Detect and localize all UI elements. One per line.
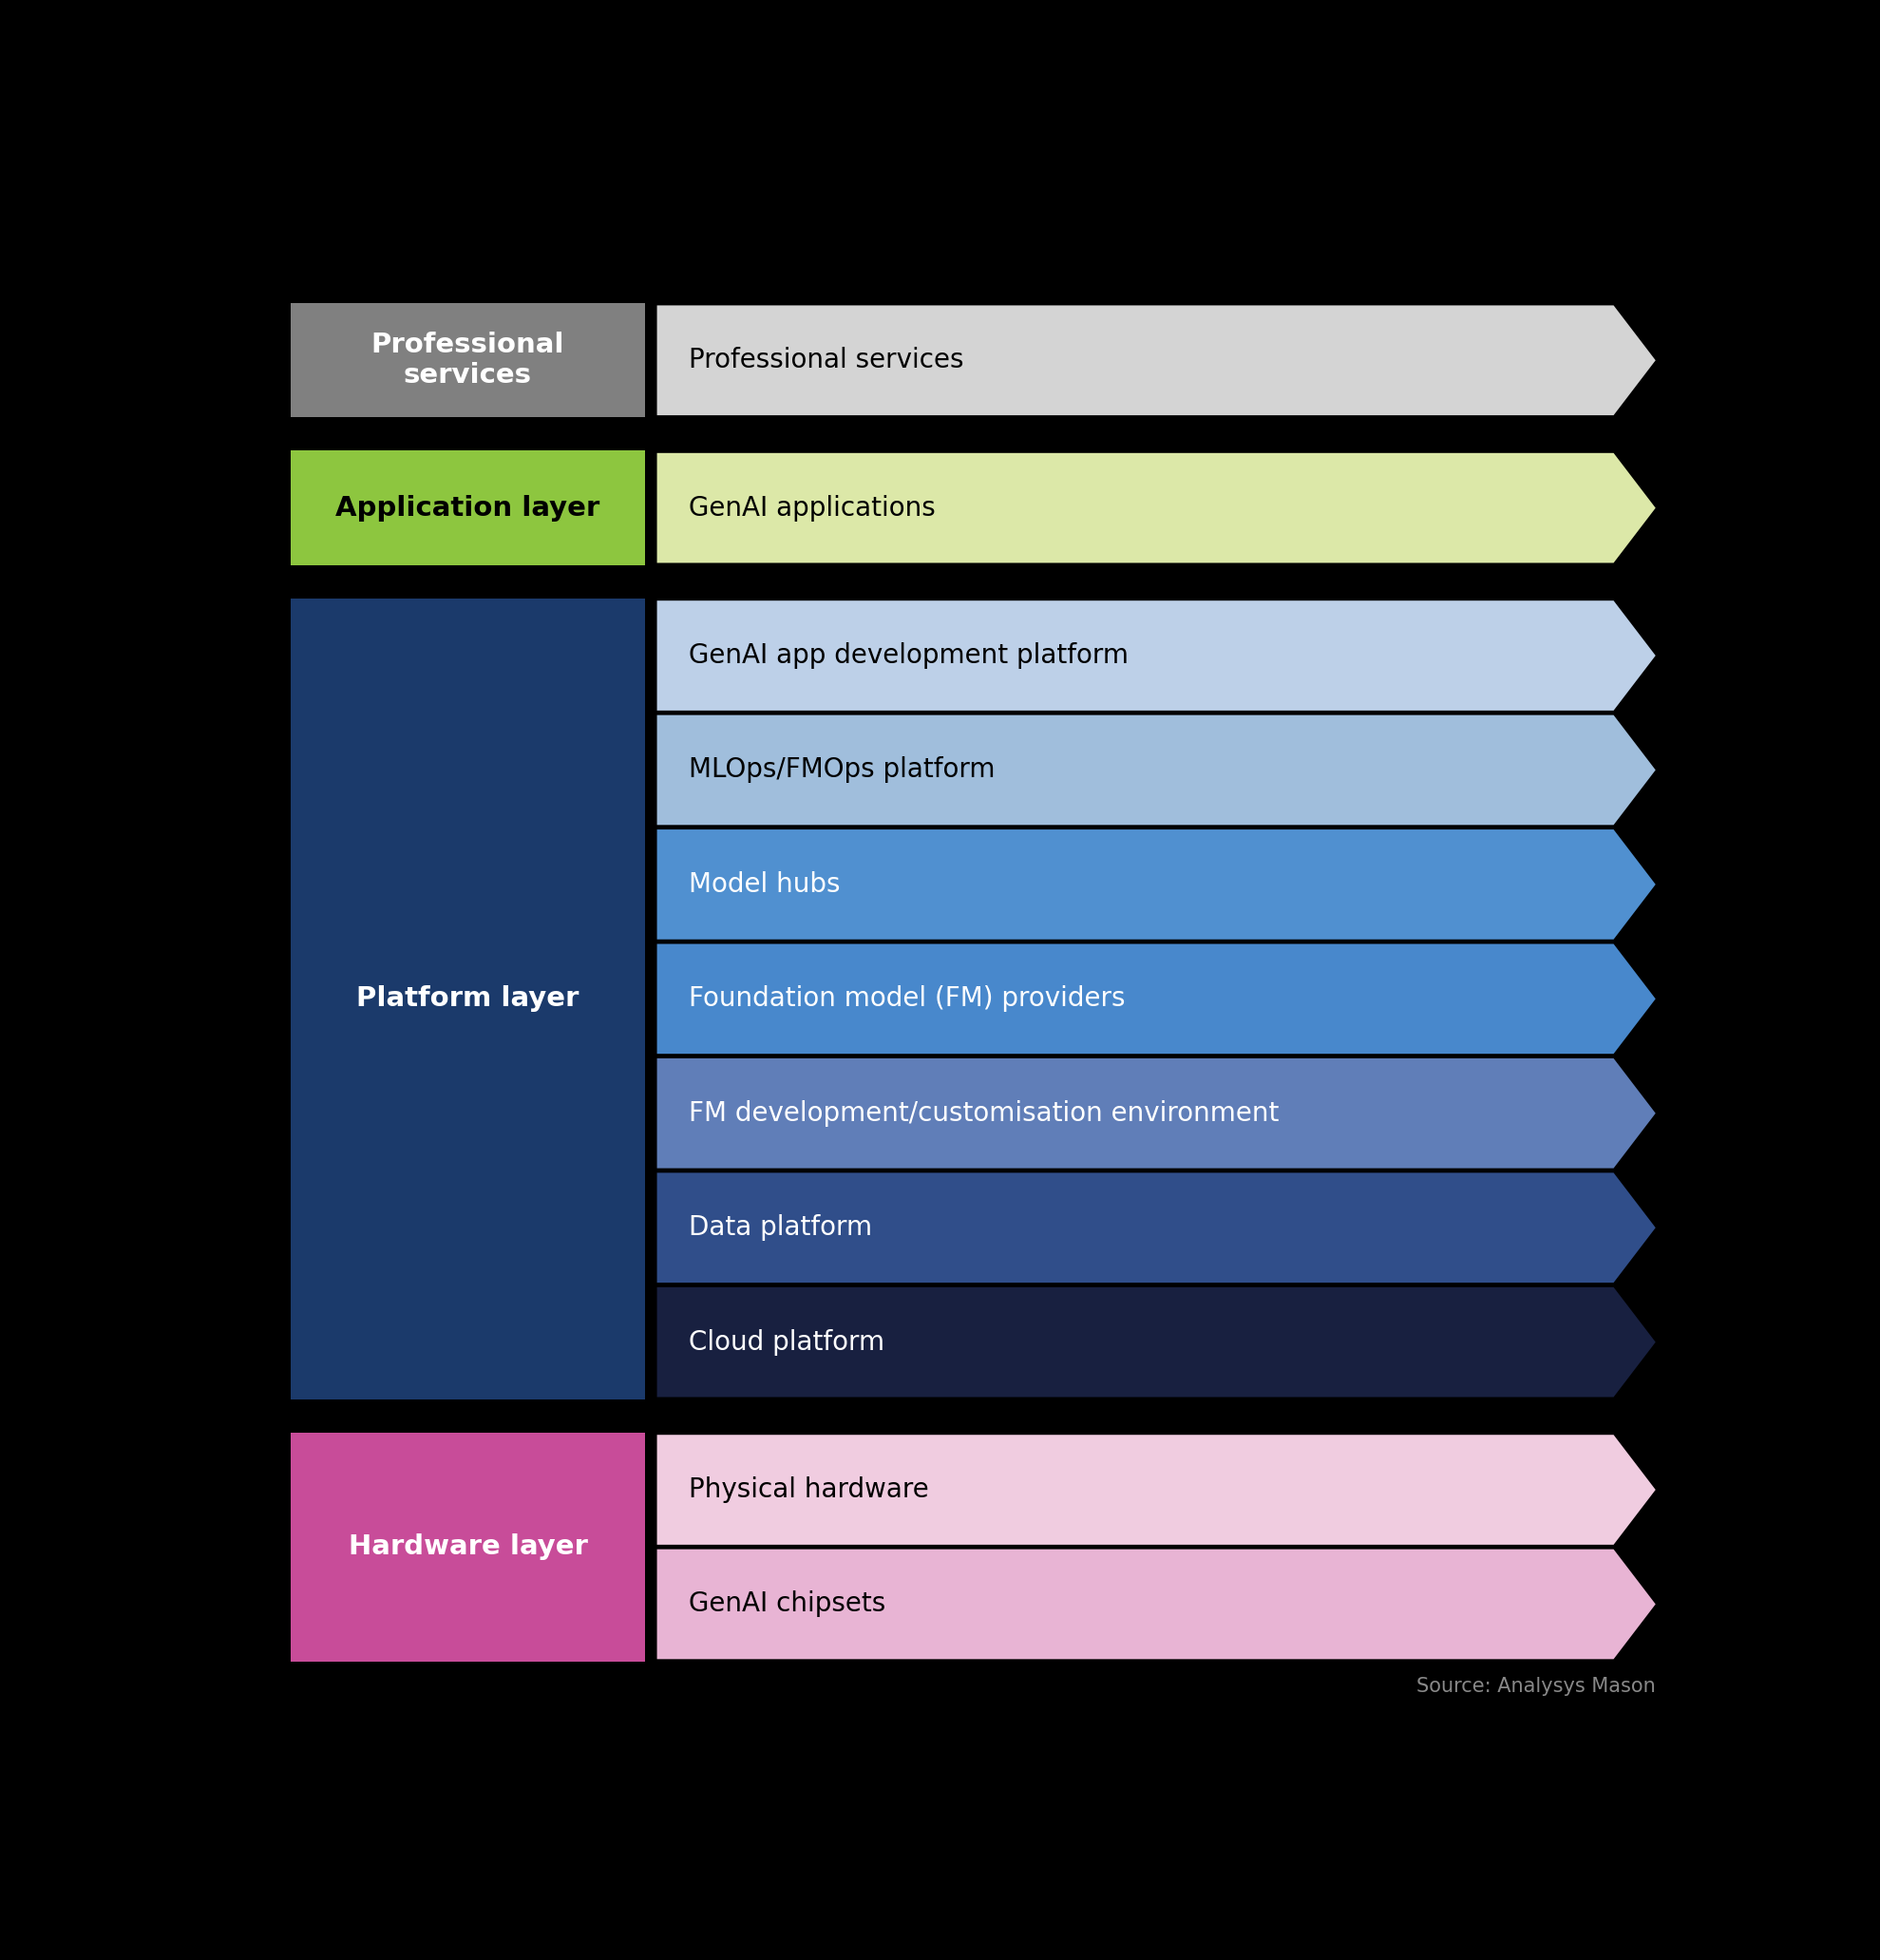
Text: GenAI chipsets: GenAI chipsets bbox=[690, 1592, 885, 1617]
Polygon shape bbox=[656, 306, 1656, 416]
Text: GenAI app development platform: GenAI app development platform bbox=[690, 643, 1128, 668]
Polygon shape bbox=[656, 829, 1656, 939]
Text: MLOps/FMOps platform: MLOps/FMOps platform bbox=[690, 757, 995, 784]
Polygon shape bbox=[656, 715, 1656, 825]
Text: Professional
services: Professional services bbox=[370, 331, 564, 388]
Text: Model hubs: Model hubs bbox=[690, 870, 840, 898]
Text: GenAI applications: GenAI applications bbox=[690, 494, 936, 521]
Polygon shape bbox=[656, 1548, 1656, 1658]
Polygon shape bbox=[656, 945, 1656, 1054]
Polygon shape bbox=[656, 453, 1656, 563]
Bar bbox=[290, 451, 645, 564]
Bar bbox=[290, 304, 645, 417]
Text: FM development/customisation environment: FM development/customisation environment bbox=[690, 1100, 1278, 1127]
Text: Platform layer: Platform layer bbox=[357, 986, 579, 1011]
Polygon shape bbox=[656, 600, 1656, 711]
Bar bbox=[290, 598, 645, 1399]
Text: Data platform: Data platform bbox=[690, 1215, 872, 1241]
Bar bbox=[290, 1433, 645, 1662]
Polygon shape bbox=[656, 1288, 1656, 1397]
Polygon shape bbox=[656, 1058, 1656, 1168]
Text: Source: Analysys Mason: Source: Analysys Mason bbox=[1416, 1676, 1656, 1695]
Polygon shape bbox=[656, 1435, 1656, 1544]
Text: Foundation model (FM) providers: Foundation model (FM) providers bbox=[690, 986, 1126, 1011]
Text: Application layer: Application layer bbox=[337, 494, 600, 521]
Text: Hardware layer: Hardware layer bbox=[348, 1533, 587, 1560]
Text: Cloud platform: Cloud platform bbox=[690, 1329, 885, 1356]
Text: Physical hardware: Physical hardware bbox=[690, 1476, 929, 1503]
Polygon shape bbox=[656, 1172, 1656, 1282]
Text: Professional services: Professional services bbox=[690, 347, 964, 374]
